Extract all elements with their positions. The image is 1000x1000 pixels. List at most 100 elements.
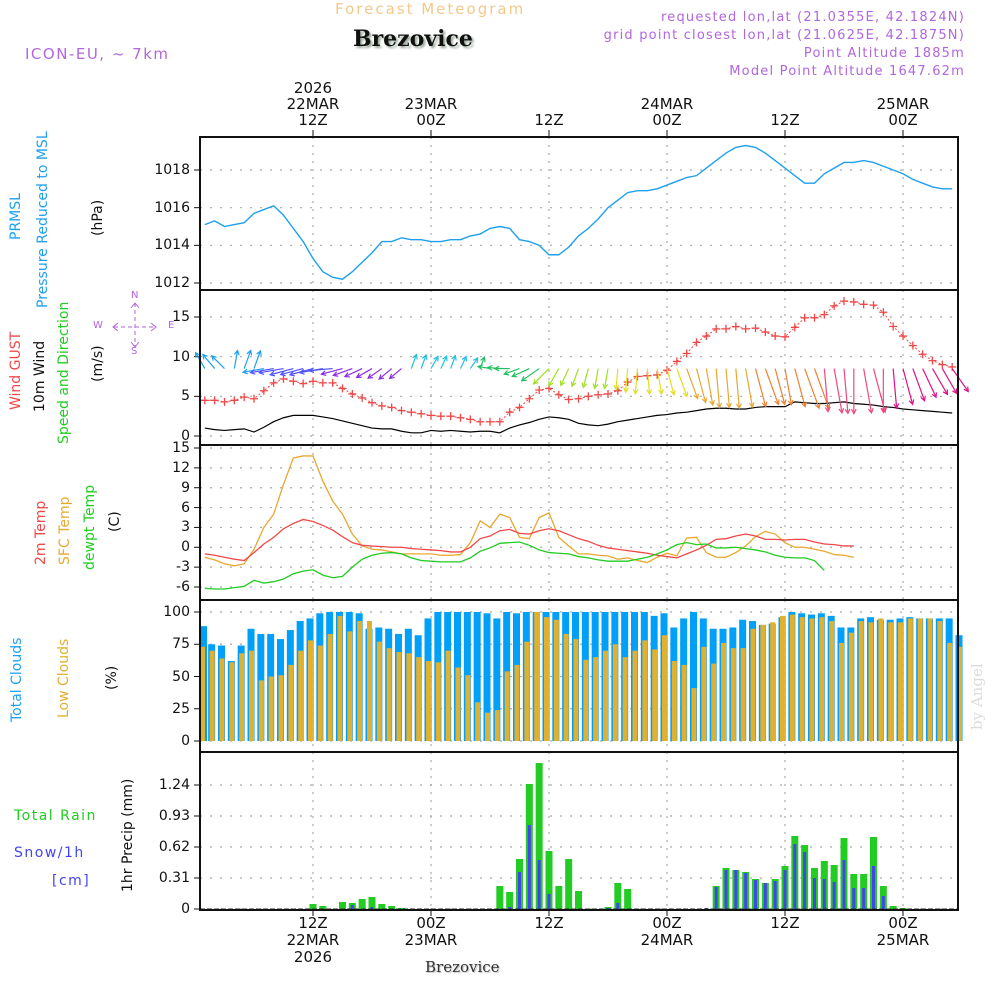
- arrow-head: [269, 370, 276, 377]
- arrow-shaft: [512, 368, 530, 378]
- low-cloud-bar: [327, 633, 333, 741]
- y-tick-label: 1014: [154, 237, 190, 254]
- arrow-head: [258, 369, 265, 375]
- arrow-shaft: [440, 355, 448, 369]
- wind-gust-marker: [751, 324, 760, 333]
- snow-unit-label: [cm]: [52, 873, 91, 889]
- wind-gust-marker: [672, 357, 681, 366]
- wind-gust-marker: [604, 389, 612, 398]
- low-cloud-bar: [868, 622, 874, 741]
- wind-10m-line: [204, 401, 953, 434]
- arrow-head: [476, 364, 483, 371]
- low-cloud-bar: [839, 642, 844, 741]
- total-cloud-bar: [473, 612, 481, 741]
- wind-direction-arrow: [233, 349, 240, 369]
- rain-bar: [319, 906, 327, 909]
- y-tick-label: 100: [163, 604, 190, 620]
- low-cloud-bar: [760, 624, 766, 741]
- low-cloud-bar: [819, 617, 825, 741]
- snow-bar: [518, 872, 521, 909]
- wind-direction-arrow: [410, 353, 418, 369]
- arrow-head: [442, 354, 448, 362]
- arrow-head: [801, 401, 807, 408]
- wind-direction-arrow: [378, 368, 393, 380]
- wind-gust-marker: [407, 408, 416, 417]
- low-cloud-bar: [721, 642, 726, 741]
- wind-direction-arrow: [715, 368, 723, 409]
- low-cloud-bar: [573, 639, 579, 741]
- wind-gust-marker: [908, 341, 917, 350]
- wind-gust-marker: [712, 324, 721, 333]
- low-cloud-bar: [603, 650, 608, 741]
- low-cloud-bar: [907, 618, 913, 741]
- arrow-shaft: [420, 354, 427, 369]
- low-cloud-bar: [544, 617, 549, 741]
- arrow-head: [850, 408, 857, 415]
- y-tick-label: -3: [176, 559, 190, 576]
- wind-direction-arrow: [646, 368, 653, 396]
- y-tick-label: 0: [181, 539, 190, 556]
- snow-bar: [370, 907, 374, 909]
- wind-direction-arrow: [764, 368, 780, 406]
- arrow-head: [670, 389, 676, 396]
- wind-direction-arrow: [459, 355, 468, 369]
- arrow-head: [520, 376, 527, 382]
- wind-direction-arrow: [705, 368, 715, 407]
- low-cloud-bar: [514, 664, 520, 741]
- y-tick-label: 50: [172, 668, 190, 685]
- arrow-shaft: [582, 368, 589, 388]
- low-cloud-bar: [780, 615, 785, 741]
- wind-direction-arrow: [559, 368, 570, 387]
- arrow-shaft: [459, 356, 467, 369]
- y-tick-label: 0: [181, 733, 190, 749]
- wind-gust-marker: [348, 389, 357, 398]
- wind-gust-marker: [525, 394, 534, 403]
- arrow-shaft: [804, 368, 820, 409]
- wind-direction-arrow: [493, 365, 510, 372]
- arrow-shaft: [367, 368, 383, 379]
- low-cloud-bar: [898, 622, 903, 741]
- snow-bar: [852, 888, 856, 909]
- wind-gust-marker: [594, 390, 603, 399]
- arrow-head: [451, 354, 457, 361]
- wind-gust-marker: [879, 308, 888, 317]
- arrow-shaft: [715, 368, 721, 408]
- wind-direction-arrow: [511, 368, 530, 378]
- arrow-shaft: [666, 368, 675, 395]
- pressure-line: [204, 144, 953, 280]
- low-cloud-bar: [917, 618, 923, 741]
- arrow-head: [378, 374, 385, 380]
- wind-direction-arrow: [420, 353, 428, 369]
- wind-gust-marker: [436, 412, 445, 421]
- arrow-shaft: [243, 350, 252, 369]
- wind-direction-arrow: [279, 367, 304, 377]
- low-cloud-bar: [308, 640, 313, 741]
- wind-gust-marker: [259, 386, 268, 395]
- arrow-head: [195, 351, 201, 358]
- wind-gust-marker: [299, 379, 308, 388]
- snow-bar: [793, 844, 797, 909]
- arrow-shaft: [931, 368, 948, 395]
- low-cloud-bar: [927, 618, 933, 741]
- arrow-head: [632, 388, 639, 395]
- wind-gust-marker: [810, 313, 819, 322]
- low-cloud-bar: [809, 618, 815, 741]
- low-cloud-bar: [416, 657, 422, 741]
- rain-bar: [368, 897, 376, 909]
- wind-direction-arrow: [666, 368, 676, 396]
- wind-gust-marker: [692, 338, 701, 347]
- panel-pressure: [194, 137, 958, 290]
- arrow-shaft: [410, 354, 417, 369]
- low-cloud-bar: [376, 641, 382, 741]
- top-time-label: 25MAR 00Z: [876, 95, 930, 129]
- low-cloud-bar: [406, 653, 412, 741]
- y-tick-label: 12: [172, 459, 190, 476]
- arrow-shaft: [646, 368, 651, 395]
- wind-gust-marker: [771, 332, 780, 341]
- wind-gust-marker: [515, 403, 524, 412]
- wind-direction-arrow: [548, 368, 560, 387]
- arrow-head: [210, 355, 217, 361]
- snow-bar: [744, 873, 748, 909]
- y-tick-label: 3: [181, 519, 190, 536]
